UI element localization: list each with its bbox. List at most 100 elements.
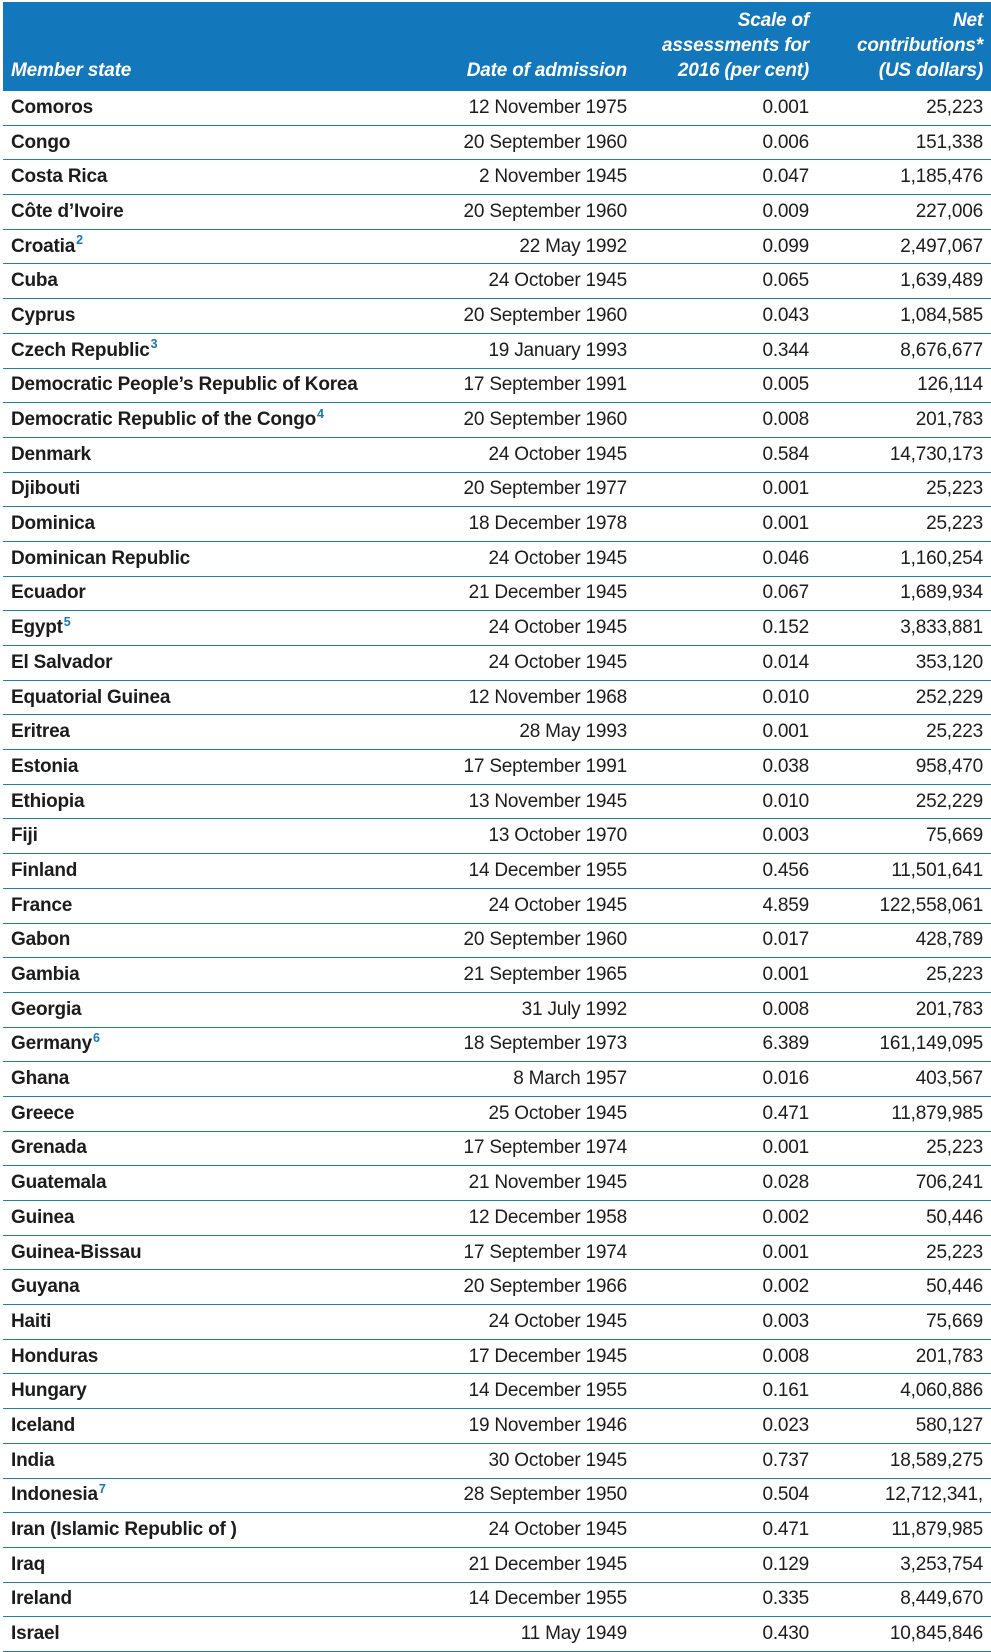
admission-date-cell: 24 October 1945 — [488, 894, 627, 916]
scale-assessment-cell: 0.335 — [762, 1588, 809, 1610]
net-contribution-cell: 25,223 — [926, 721, 983, 743]
scale-assessment-cell: 0.028 — [762, 1172, 809, 1194]
member-state-cell: Guyana — [3, 1276, 412, 1298]
member-state-cell: Guinea-Bissau — [3, 1242, 412, 1264]
scale-assessment-cell: 0.008 — [762, 409, 809, 431]
scale-assessment-cell: 6.389 — [762, 1033, 809, 1055]
admission-date-cell: 25 October 1945 — [488, 1102, 627, 1124]
table-row: Ethiopia 13 November 1945 0.010 252,229 — [3, 784, 991, 820]
member-state-cell: Comoros — [3, 97, 412, 119]
net-contribution-cell: 161,149,095 — [879, 1033, 984, 1055]
column-header-line: Net — [952, 10, 983, 31]
scale-assessment-cell: 0.002 — [762, 1206, 809, 1228]
admission-date-cell: 14 December 1955 — [468, 1380, 628, 1402]
member-state-name: Costa Rica — [11, 166, 108, 188]
net-contribution-cell: 25,223 — [926, 964, 983, 986]
scale-assessment-cell: 0.002 — [762, 1276, 809, 1298]
scale-assessment-cell: 0.099 — [762, 235, 809, 257]
member-state-name: Honduras — [11, 1345, 99, 1367]
admission-date-cell: 24 October 1945 — [488, 651, 627, 673]
column-header-line: (US dollars) — [878, 60, 983, 81]
scale-assessment-cell: 0.737 — [762, 1449, 809, 1471]
admission-date-cell: 8 March 1957 — [513, 1068, 627, 1090]
table-row: Iraq 21 December 1945 0.129 3,253,754 — [3, 1547, 991, 1583]
net-contribution-cell: 353,120 — [915, 651, 983, 673]
net-contribution-cell: 14,730,173 — [889, 443, 983, 465]
member-state-name: Equatorial Guinea — [11, 686, 171, 708]
member-state-cell: Ethiopia — [3, 791, 412, 813]
member-state-name: Gambia — [11, 964, 80, 986]
table-row: Egypt5 24 October 1945 0.152 3,833,881 — [3, 611, 991, 646]
member-state-cell: Greece — [3, 1103, 412, 1125]
member-state-cell: Ireland — [3, 1588, 412, 1610]
admission-date-cell: 19 November 1946 — [468, 1414, 628, 1436]
net-contribution-cell: 958,470 — [915, 755, 983, 777]
member-state-name: Gabon — [11, 929, 71, 951]
footnote-marker: 7 — [98, 1482, 106, 1497]
scale-assessment-cell: 0.001 — [762, 478, 809, 500]
member-state-cell: Haiti — [3, 1311, 412, 1333]
member-state-name: El Salvador — [11, 651, 113, 673]
net-contribution-cell: 706,241 — [915, 1172, 983, 1194]
net-contribution-cell: 8,676,677 — [900, 339, 983, 361]
member-state-name: Dominican Republic — [11, 547, 191, 569]
table-row: Greece 25 October 1945 0.471 11,879,985 — [3, 1096, 991, 1132]
member-state-name: Indonesia — [11, 1484, 98, 1506]
admission-date-cell: 20 September 1960 — [463, 304, 628, 326]
table-row: Czech Republic3 19 January 1993 0.344 8,676… — [3, 333, 991, 369]
table-row: Gabon 20 September 1960 0.017 428,789 — [3, 923, 991, 959]
admission-date-cell: 17 December 1945 — [468, 1345, 628, 1367]
net-contribution-cell: 227,006 — [915, 200, 983, 222]
column-header-net-contributions: Net contributions* (US dollars) — [809, 8, 983, 83]
scale-assessment-cell: 0.001 — [762, 964, 809, 986]
scale-assessment-cell: 0.129 — [762, 1553, 809, 1575]
member-state-name: Iraq — [11, 1553, 46, 1575]
table-row: Haiti 24 October 1945 0.003 75,669 — [3, 1305, 991, 1340]
table-row: Eritrea 28 May 1993 0.001 25,223 — [3, 715, 991, 751]
scale-assessment-cell: 0.003 — [762, 1310, 809, 1332]
member-state-name: Estonia — [11, 755, 79, 777]
member-state-cell: Cyprus — [3, 305, 412, 327]
admission-date-cell: 28 September 1950 — [463, 1484, 628, 1506]
member-state-name: Eritrea — [11, 721, 70, 743]
scale-assessment-cell: 0.006 — [762, 131, 809, 153]
member-state-name: Democratic Republic of the Congo — [11, 409, 317, 431]
net-contribution-cell: 428,789 — [915, 929, 983, 951]
column-header-line: Date of admission — [466, 60, 627, 81]
member-state-name: Grenada — [11, 1137, 87, 1159]
table-row: Finland 14 December 1955 0.456 11,501,641 — [3, 854, 991, 889]
footnote-marker: 2 — [76, 233, 83, 248]
net-contribution-cell: 25,223 — [926, 96, 983, 118]
scale-assessment-cell: 0.023 — [762, 1414, 809, 1436]
scale-assessment-cell: 0.003 — [762, 825, 809, 847]
net-contribution-cell: 11,879,985 — [891, 1519, 983, 1541]
member-state-cell: Croatia2 — [3, 233, 412, 258]
member-state-name: Ireland — [11, 1588, 72, 1610]
table-row: Germany6 18 September 1973 6.389 161,149,09… — [3, 1027, 991, 1063]
net-contribution-cell: 252,229 — [915, 686, 983, 708]
table-row: Guinea-Bissau 17 September 1974 0.001 25,22… — [3, 1235, 991, 1271]
member-state-name: Guatemala — [11, 1172, 107, 1194]
net-contribution-cell: 1,160,254 — [900, 547, 983, 569]
member-state-cell: Germany6 — [3, 1032, 412, 1055]
column-header-member-state: Member state — [3, 58, 412, 83]
member-state-cell: Cuba — [3, 270, 412, 292]
net-contribution-cell: 10,845,846 — [889, 1623, 983, 1645]
admission-date-cell: 17 September 1991 — [463, 755, 628, 777]
scale-assessment-cell: 0.008 — [762, 1345, 809, 1367]
table-row: Georgia 31 July 1992 0.008 201,783 — [3, 992, 991, 1028]
admission-date-cell: 18 December 1978 — [468, 513, 628, 535]
admission-date-cell: 17 September 1991 — [463, 374, 628, 396]
scale-assessment-cell: 0.009 — [762, 200, 809, 222]
table-row: Croatia2 22 May 1992 0.099 2,497,067 — [3, 229, 991, 265]
table-row: Dominican Republic 24 October 1945 0.046 1,… — [3, 541, 991, 577]
footnote-marker: 5 — [63, 614, 71, 629]
admission-date-cell: 2 November 1945 — [478, 166, 627, 188]
member-state-cell: France — [3, 895, 412, 917]
member-state-cell: Djibouti — [3, 478, 412, 500]
net-contribution-cell: 3,253,754 — [900, 1553, 983, 1575]
member-state-cell: Democratic Republic of the Congo4 — [3, 407, 412, 431]
net-contribution-cell: 11,879,985 — [891, 1102, 983, 1124]
member-state-cell: Iran (Islamic Republic of ) — [3, 1519, 412, 1541]
member-state-cell: Czech Republic3 — [3, 338, 412, 362]
